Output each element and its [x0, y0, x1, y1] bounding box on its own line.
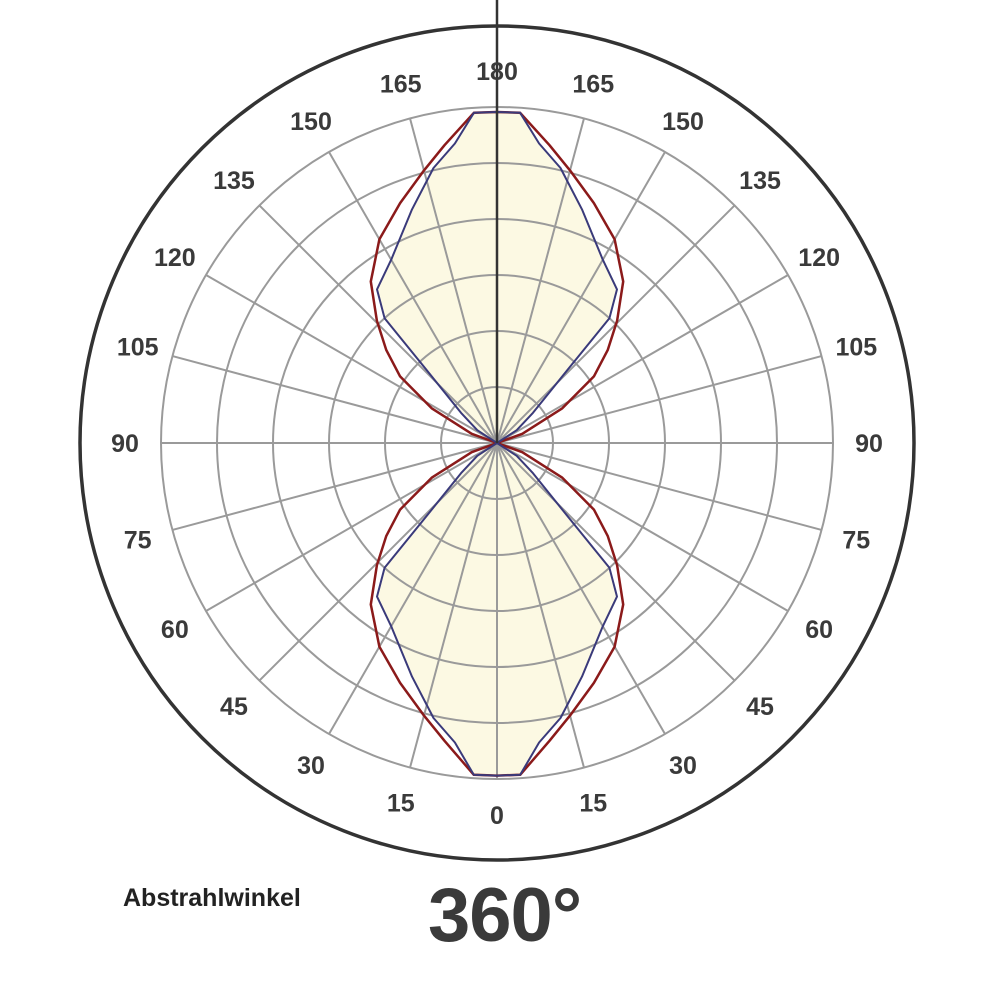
grid-spoke — [496, 442, 822, 531]
angle-tick-label: 45 — [746, 693, 774, 721]
grid-spoke — [328, 151, 498, 444]
grid-spoke — [496, 151, 666, 444]
beam-angle-caption: Abstrahlwinkel — [123, 884, 301, 912]
angle-tick-label: 30 — [669, 752, 697, 780]
angle-tick-label: 120 — [798, 244, 840, 272]
angle-tick-label: 165 — [572, 71, 614, 99]
angle-tick-label: 135 — [213, 167, 255, 195]
angle-tick-label: 165 — [380, 71, 422, 99]
grid-spoke — [205, 442, 498, 612]
grid-spoke — [496, 355, 822, 444]
angle-tick-label: 90 — [855, 430, 883, 458]
angle-tick-label: 105 — [117, 334, 159, 362]
grid-spoke — [172, 355, 498, 444]
grid-spoke — [496, 442, 666, 735]
angle-tick-label: 180 — [476, 58, 518, 86]
angle-tick-label: 60 — [805, 616, 833, 644]
angle-tick-label: 90 — [111, 430, 139, 458]
angle-tick-label: 150 — [290, 108, 332, 136]
angle-tick-label: 75 — [842, 526, 870, 554]
angle-tick-label: 0 — [490, 802, 504, 830]
angle-tick-label: 150 — [662, 108, 704, 136]
angle-tick-label: 45 — [220, 693, 248, 721]
angle-tick-label: 120 — [154, 244, 196, 272]
grid-spoke — [496, 118, 585, 444]
grid-spoke — [328, 442, 498, 735]
beam-angle-value: 360° — [428, 873, 582, 958]
angle-tick-label: 105 — [835, 334, 877, 362]
angle-tick-label: 60 — [161, 616, 189, 644]
angle-tick-label: 30 — [297, 752, 325, 780]
angle-tick-label: 15 — [579, 789, 607, 817]
grid-spoke — [172, 442, 498, 531]
grid-spoke — [496, 442, 585, 768]
angle-tick-label: 135 — [739, 167, 781, 195]
angle-tick-label: 15 — [387, 789, 415, 817]
grid-spoke — [496, 274, 789, 444]
grid-spoke — [496, 442, 789, 612]
grid-spoke — [409, 442, 498, 768]
grid-spoke — [409, 118, 498, 444]
grid-spoke — [205, 274, 498, 444]
angle-tick-label: 75 — [124, 526, 152, 554]
